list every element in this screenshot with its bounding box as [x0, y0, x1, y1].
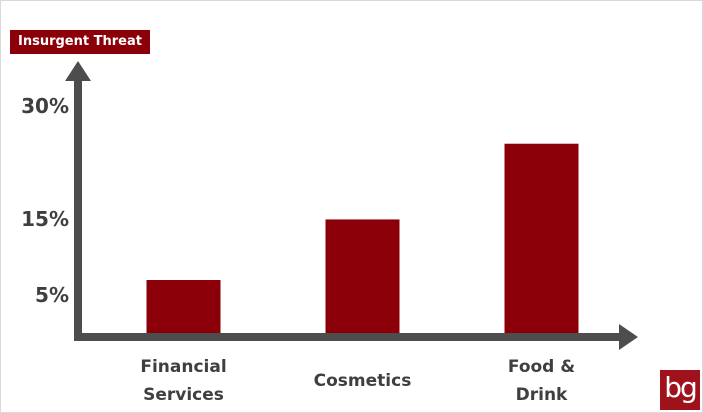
bar	[325, 219, 400, 333]
y-axis-arrow	[65, 61, 91, 81]
x-tick-label: Food & Drink	[507, 357, 576, 405]
y-tick-label: 15%	[21, 207, 69, 232]
y-tick-label: 5%	[35, 283, 69, 308]
bar	[504, 143, 579, 333]
x-tick-label: Cosmetics	[313, 371, 412, 391]
x-axis-arrow	[619, 324, 638, 350]
logo: bg	[660, 370, 700, 410]
bar	[146, 280, 221, 333]
x-tick-label: Financial Services	[140, 357, 227, 405]
y-tick-label: 30%	[21, 93, 69, 118]
chart-title: Insurgent Threat	[10, 30, 150, 54]
